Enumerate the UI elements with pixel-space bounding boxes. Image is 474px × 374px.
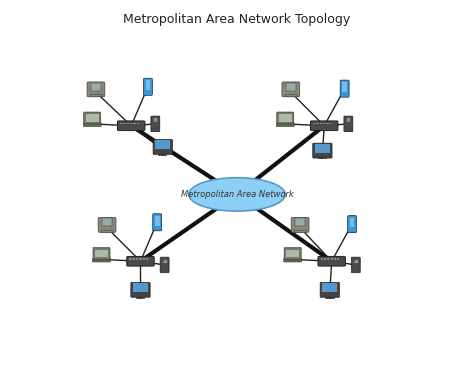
Bar <box>295 218 305 226</box>
Bar <box>346 121 351 122</box>
Bar <box>123 123 126 124</box>
Bar <box>353 262 358 263</box>
Bar <box>129 258 132 260</box>
Bar <box>327 258 329 260</box>
FancyBboxPatch shape <box>93 248 110 260</box>
Bar <box>334 258 336 260</box>
Bar <box>133 283 148 292</box>
Bar <box>86 114 99 122</box>
FancyBboxPatch shape <box>347 215 356 233</box>
Bar <box>146 258 148 260</box>
Bar <box>133 123 136 124</box>
Bar <box>322 283 337 292</box>
Bar <box>315 144 330 153</box>
Bar <box>133 258 135 260</box>
FancyBboxPatch shape <box>144 78 152 95</box>
Text: Metropolitan Area Network: Metropolitan Area Network <box>181 190 293 199</box>
Bar <box>342 82 347 92</box>
FancyBboxPatch shape <box>313 143 332 158</box>
FancyBboxPatch shape <box>160 257 169 273</box>
Bar <box>139 258 142 260</box>
Bar <box>317 123 319 124</box>
Bar <box>320 123 322 124</box>
Bar <box>279 114 292 122</box>
FancyBboxPatch shape <box>153 140 173 154</box>
FancyBboxPatch shape <box>320 282 339 297</box>
FancyBboxPatch shape <box>83 123 101 126</box>
FancyBboxPatch shape <box>92 258 110 262</box>
Bar <box>294 230 306 232</box>
Bar <box>162 262 167 263</box>
Bar <box>120 123 122 124</box>
Bar <box>146 80 150 90</box>
FancyBboxPatch shape <box>151 116 160 132</box>
Bar <box>143 258 145 260</box>
Bar <box>95 250 108 257</box>
FancyBboxPatch shape <box>318 257 346 266</box>
FancyBboxPatch shape <box>118 121 145 131</box>
Bar <box>323 123 325 124</box>
FancyBboxPatch shape <box>277 112 294 124</box>
FancyBboxPatch shape <box>284 248 301 260</box>
Bar <box>313 123 315 124</box>
Bar <box>155 140 170 150</box>
Ellipse shape <box>189 178 285 211</box>
Bar <box>320 258 323 260</box>
Bar <box>330 123 332 124</box>
FancyBboxPatch shape <box>344 116 353 132</box>
Bar <box>155 216 160 226</box>
Bar <box>337 258 339 260</box>
FancyBboxPatch shape <box>340 80 349 97</box>
Bar <box>330 258 333 260</box>
FancyBboxPatch shape <box>282 82 300 97</box>
FancyBboxPatch shape <box>276 123 294 126</box>
Bar <box>285 83 296 91</box>
FancyBboxPatch shape <box>98 217 116 232</box>
Bar <box>350 218 355 227</box>
Bar <box>90 94 102 96</box>
Bar <box>289 93 292 96</box>
Text: Metropolitan Area Network Topology: Metropolitan Area Network Topology <box>123 12 351 25</box>
FancyBboxPatch shape <box>87 82 105 97</box>
Bar <box>136 258 138 260</box>
FancyBboxPatch shape <box>284 258 301 262</box>
Bar <box>127 123 129 124</box>
FancyBboxPatch shape <box>351 257 360 273</box>
Bar <box>101 230 113 232</box>
Bar <box>102 218 112 226</box>
Bar <box>91 83 101 91</box>
FancyBboxPatch shape <box>131 282 150 297</box>
Bar <box>105 228 109 231</box>
FancyBboxPatch shape <box>127 257 154 266</box>
Bar <box>285 94 297 96</box>
Bar <box>298 228 302 231</box>
FancyBboxPatch shape <box>310 121 338 131</box>
FancyBboxPatch shape <box>153 214 162 231</box>
Bar <box>130 123 132 124</box>
FancyBboxPatch shape <box>291 217 309 232</box>
Bar <box>137 123 139 124</box>
Bar <box>94 93 98 96</box>
FancyBboxPatch shape <box>84 112 101 124</box>
Bar <box>327 123 328 124</box>
Bar <box>286 250 299 257</box>
Bar <box>324 258 326 260</box>
Bar <box>153 121 158 122</box>
